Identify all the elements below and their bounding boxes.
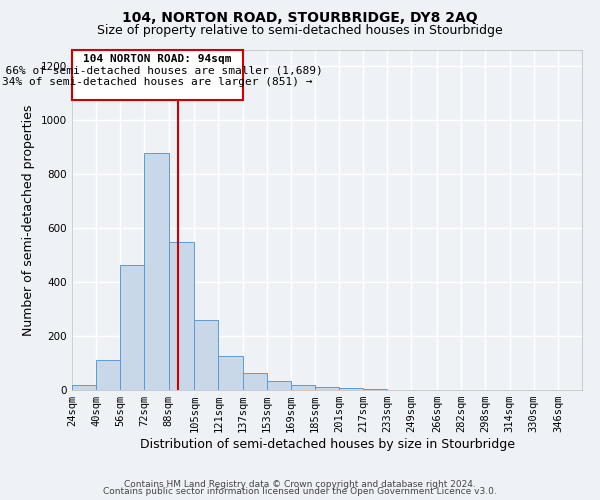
Text: Contains HM Land Registry data © Crown copyright and database right 2024.: Contains HM Land Registry data © Crown c… xyxy=(124,480,476,489)
Bar xyxy=(218,356,242,390)
Bar xyxy=(363,388,388,390)
Y-axis label: Number of semi-detached properties: Number of semi-detached properties xyxy=(22,104,35,336)
Text: 104, NORTON ROAD, STOURBRIDGE, DY8 2AQ: 104, NORTON ROAD, STOURBRIDGE, DY8 2AQ xyxy=(122,11,478,25)
Bar xyxy=(145,152,169,390)
Bar xyxy=(315,388,339,390)
Bar xyxy=(266,380,291,390)
Bar xyxy=(72,385,96,390)
Text: 34% of semi-detached houses are larger (851) →: 34% of semi-detached houses are larger (… xyxy=(2,77,313,87)
FancyBboxPatch shape xyxy=(72,50,242,100)
Bar xyxy=(242,374,266,390)
Text: Contains public sector information licensed under the Open Government Licence v3: Contains public sector information licen… xyxy=(103,487,497,496)
Text: Size of property relative to semi-detached houses in Stourbridge: Size of property relative to semi-detach… xyxy=(97,24,503,37)
Text: ← 66% of semi-detached houses are smaller (1,689): ← 66% of semi-detached houses are smalle… xyxy=(0,66,323,76)
X-axis label: Distribution of semi-detached houses by size in Stourbridge: Distribution of semi-detached houses by … xyxy=(139,438,515,451)
Bar xyxy=(339,388,363,390)
Bar xyxy=(96,360,120,390)
Bar xyxy=(291,385,315,390)
Bar xyxy=(169,242,194,390)
Text: 104 NORTON ROAD: 94sqm: 104 NORTON ROAD: 94sqm xyxy=(83,54,232,64)
Bar xyxy=(194,320,218,390)
Bar xyxy=(120,264,145,390)
